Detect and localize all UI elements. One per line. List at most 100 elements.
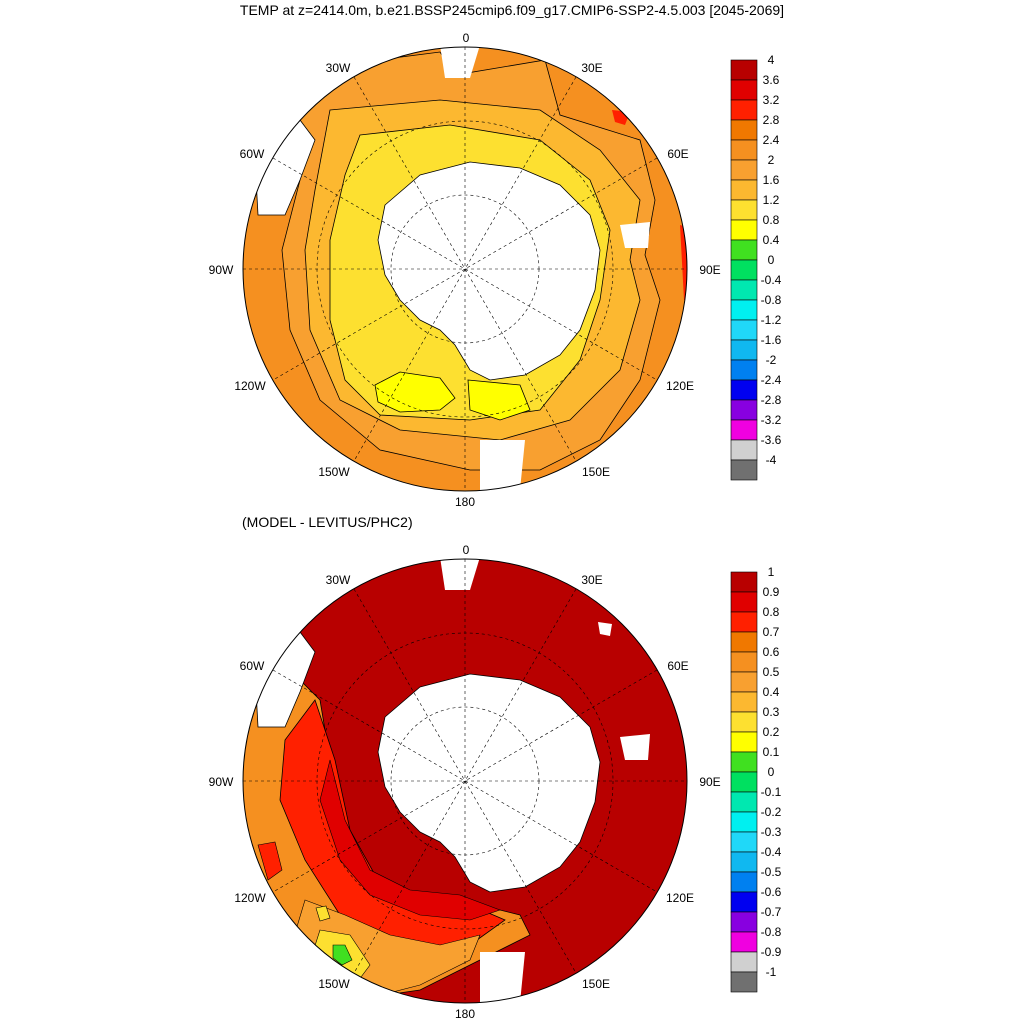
- bottom-colorbar-swatch: [730, 691, 758, 713]
- top-colorbar-swatch: [730, 399, 758, 421]
- bottom-colorbar-swatch: [730, 571, 758, 593]
- top-colorbar-label: -2.8: [761, 393, 782, 407]
- top-colorbar-swatch: [730, 59, 758, 81]
- top-colorbar-label: -2.4: [761, 373, 782, 387]
- bottom-colorbar-label: -0.6: [761, 885, 782, 899]
- top-lon-label-60w: 60W: [240, 147, 265, 161]
- bottom-lon-label-30w: 30W: [326, 573, 351, 587]
- bottom-lon-label-90e: 90E: [699, 775, 720, 789]
- bottom-lon-label-60e: 60E: [667, 659, 688, 673]
- top-red-patch-e: [680, 225, 687, 300]
- top-land-africa: [440, 47, 480, 78]
- bottom-colorbar-label: -0.1: [761, 785, 782, 799]
- bottom-colorbar-label: 0.9: [763, 585, 780, 599]
- bottom-colorbar-swatch: [730, 951, 758, 973]
- bottom-colorbar-swatch: [730, 891, 758, 913]
- bottom-colorbar-label: 0.2: [763, 725, 780, 739]
- bottom-colorbar-swatch: [730, 791, 758, 813]
- top-lon-label-120w: 120W: [234, 379, 266, 393]
- bottom-colorbar-swatch: [730, 811, 758, 833]
- bottom-colorbar-swatch: [730, 931, 758, 953]
- bottom-colorbar-swatch: [730, 611, 758, 633]
- bottom-colorbar-label: -0.2: [761, 805, 782, 819]
- top-land-australia: [480, 440, 525, 490]
- top-colorbar-swatch: [730, 339, 758, 361]
- top-graticule: [243, 47, 687, 491]
- top-colorbar-swatch: [730, 279, 758, 301]
- bottom-colorbar-label: -0.7: [761, 905, 782, 919]
- top-colorbar-swatch: [730, 199, 758, 221]
- figure-title: TEMP at z=2414.0m, b.e21.BSSP245cmip6.f0…: [239, 2, 785, 18]
- top-antarctica: [377, 161, 601, 381]
- top-lon-label-0: 0: [463, 31, 470, 45]
- top-colorbar-label: 2: [768, 153, 775, 167]
- bottom-colorbar-label: 0.5: [763, 665, 780, 679]
- bottom-colorbar-label: -0.5: [761, 865, 782, 879]
- top-lon-label-30w: 30W: [326, 61, 351, 75]
- top-colorbar-swatch: [730, 439, 758, 461]
- bottom-lon-label-150w: 150W: [318, 977, 350, 991]
- top-colorbar-label: 2.8: [763, 113, 780, 127]
- top-colorbar-swatch: [730, 319, 758, 341]
- bottom-colorbar-label: 0.4: [763, 685, 780, 699]
- top-colorbar-label: -3.6: [761, 433, 782, 447]
- bottom-lon-label-180: 180: [455, 1007, 475, 1021]
- bottom-land-island: [598, 622, 612, 636]
- top-colorbar-swatch: [730, 239, 758, 261]
- bottom-band-07: [279, 699, 506, 966]
- top-colorbar-swatch: [730, 159, 758, 181]
- bottom-land-kerguelen: [620, 734, 650, 760]
- top-lon-label-180: 180: [455, 495, 475, 509]
- bottom-colorbar-swatch: [730, 651, 758, 673]
- top-longitude-labels: 0 30E 60E 90E 120E 150E 180 150W 120W 90…: [209, 31, 721, 509]
- bottom-lon-label-150e: 150E: [582, 977, 610, 991]
- top-colorbar-swatch: [730, 79, 758, 101]
- top-colorbar-swatch: [730, 119, 758, 141]
- bottom-longitude-labels: 0 30E 60E 90E 120E 150E 180 150W 120W 90…: [209, 543, 721, 1021]
- bottom-colorbar-swatch: [730, 971, 758, 993]
- top-colorbar-label: -0.4: [761, 273, 782, 287]
- bottom-colorbar-swatch: [730, 911, 758, 933]
- top-colorbar: 4 3.6 3.2 2.8 2.4 2 1.6 1.2 0.8 0.4 0 -0.4 -0.8 -1.2 -…: [730, 53, 782, 481]
- top-colorbar-label: 0.8: [763, 213, 780, 227]
- top-yellow-patch-west: [374, 371, 456, 413]
- bottom-colorbar-label: 0: [768, 765, 775, 779]
- top-colorbar-swatch: [730, 219, 758, 241]
- top-map-field: [243, 47, 687, 491]
- bottom-colorbar-swatch: [730, 671, 758, 693]
- bottom-colorbar-label: 0.8: [763, 605, 780, 619]
- top-colorbar-swatch: [730, 419, 758, 441]
- bottom-land-africa: [440, 559, 480, 590]
- top-colorbar-label: -0.8: [761, 293, 782, 307]
- bottom-colorbar-swatch: [730, 711, 758, 733]
- bottom-lon-label-120e: 120E: [666, 891, 694, 905]
- bottom-colorbar-label: -1: [766, 965, 777, 979]
- top-colorbar-swatch: [730, 139, 758, 161]
- top-map: 0 30E 60E 90E 120E 150E 180 150W 120W 90…: [209, 31, 721, 509]
- bottom-graticule: [243, 559, 687, 1003]
- bottom-colorbar-swatch: [730, 751, 758, 773]
- bottom-colorbar-label: 0.7: [763, 625, 780, 639]
- bottom-colorbar-swatch: [730, 771, 758, 793]
- bottom-colorbar-label: 0.1: [763, 745, 780, 759]
- top-lon-label-120e: 120E: [666, 379, 694, 393]
- difference-subtitle: (MODEL - LEVITUS/PHC2): [242, 514, 413, 530]
- top-colorbar-label: 4: [768, 53, 775, 67]
- bottom-band-01: [332, 944, 353, 966]
- bottom-lon-label-0: 0: [463, 543, 470, 557]
- top-colorbar-label: -1.2: [761, 313, 782, 327]
- bottom-band-03-small: [315, 905, 331, 922]
- bottom-colorbar-swatch: [730, 631, 758, 653]
- top-colorbar-label: 0: [768, 253, 775, 267]
- top-lon-label-150w: 150W: [318, 465, 350, 479]
- bottom-lon-label-90w: 90W: [209, 775, 234, 789]
- bottom-land-australia: [480, 952, 525, 1003]
- top-colorbar-label: -4: [766, 453, 777, 467]
- top-lon-label-150e: 150E: [582, 465, 610, 479]
- top-lon-label-90e: 90E: [699, 263, 720, 277]
- top-colorbar-swatch: [730, 459, 758, 481]
- bottom-map-field: [243, 559, 687, 1003]
- bottom-map-border: [242, 558, 688, 1004]
- top-map-border: [242, 46, 688, 492]
